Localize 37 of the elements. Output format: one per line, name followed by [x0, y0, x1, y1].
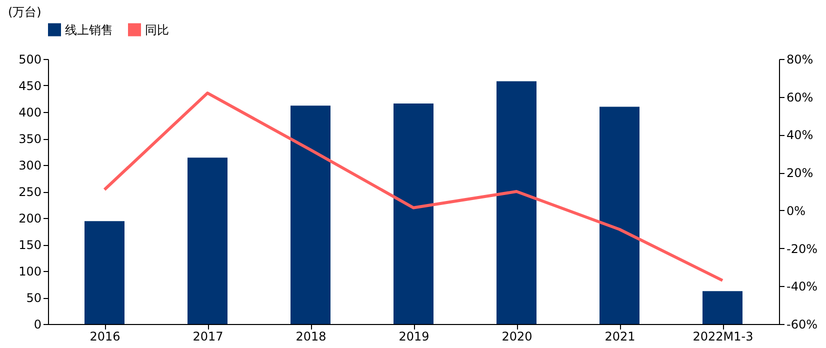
y-tick-label: 200	[18, 212, 42, 226]
legend-label: 同比	[145, 22, 169, 37]
y-axis-title: (万台)	[8, 5, 42, 19]
y-tick-label: 500	[18, 52, 42, 66]
y-tick-label: 100	[18, 264, 42, 278]
y-tick-label: 400	[18, 106, 42, 120]
bar	[188, 158, 228, 324]
y2-tick-label: 60%	[786, 90, 814, 104]
x-tick-label: 2017	[192, 330, 224, 344]
y-tick-label: 150	[18, 238, 42, 252]
y-tick-label: 450	[18, 79, 42, 93]
y2-tick-label: -40%	[786, 280, 818, 294]
y2-tick-label: -20%	[786, 242, 818, 256]
y2-tick-label: 20%	[786, 166, 814, 180]
bar	[290, 106, 330, 324]
y-tick-label: 50	[26, 291, 42, 305]
legend-label: 线上销售	[65, 22, 113, 37]
x-tick-label: 2018	[296, 330, 326, 344]
y2-tick-label: -60%	[786, 318, 818, 332]
bar	[496, 81, 536, 324]
y2-tick-label: 80%	[786, 52, 814, 66]
line-series	[103, 92, 724, 282]
y2-tick-label: 0%	[786, 204, 806, 218]
bar	[600, 106, 640, 324]
x-tick-label: 2021	[604, 330, 636, 344]
x-tick-label: 2022M1-3	[692, 330, 754, 344]
bar	[702, 291, 742, 324]
bar	[84, 221, 124, 324]
y2-tick-label: 40%	[786, 128, 814, 142]
y-tick-label: 300	[18, 158, 42, 172]
x-tick-label: 2020	[502, 330, 532, 344]
y-tick-label: 0	[34, 318, 42, 332]
y-tick-label: 250	[18, 185, 42, 199]
x-tick-label: 2019	[398, 330, 430, 344]
y-tick-label: 350	[18, 132, 42, 146]
x-tick-label: 2016	[90, 330, 120, 344]
bar	[394, 104, 434, 324]
